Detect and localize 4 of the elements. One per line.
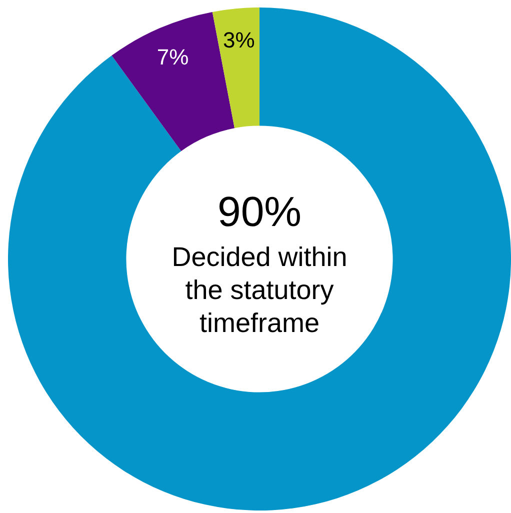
- data-label: 3%: [223, 28, 255, 53]
- slice-label: Decided within the statutory timeframe: [170, 240, 348, 340]
- data-label: 90%: [216, 186, 303, 236]
- data-label: 7%: [156, 44, 189, 70]
